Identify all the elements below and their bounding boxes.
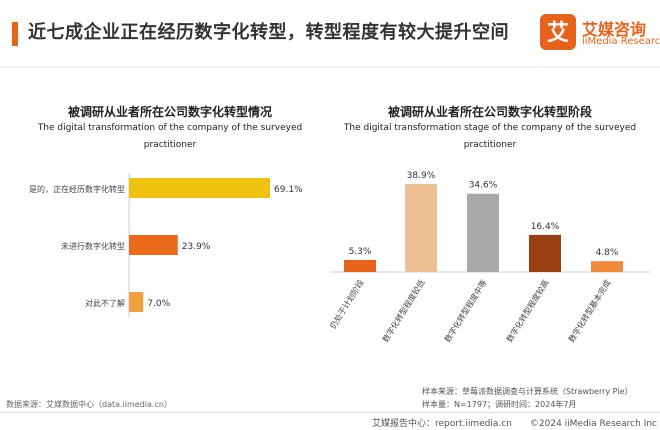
left-bar [129,235,178,255]
footer-divider [0,412,660,413]
left-value-label: 7.0% [147,299,170,309]
brand-logo: 艾 艾媒咨询 iiMedia Research [540,14,660,56]
left-chart-subtitle: The digital transformation of the compan… [37,123,303,150]
right-value-label: 34.6% [469,181,498,191]
footer-credits: 艾媒报告中心：report.iimedia.cn ©2024 iiMedia R… [372,419,658,429]
right-value-label: 5.3% [349,247,372,257]
logo-glyph: 艾 [547,21,569,46]
left-bar [129,178,270,198]
right-bar [344,260,376,272]
right-bar [405,184,437,272]
page-title: 近七成企业正在经历数字化转型，转型程度有较大提升空间 [28,22,509,43]
right-value-label: 38.9% [407,171,436,181]
data-source-note: 数据来源：艾媒数据中心（data.iimedia.cn） [6,400,172,409]
right-category-label: 数字化转型程度中等 [442,278,489,344]
right-value-label: 4.8% [596,248,619,258]
right-bar [529,234,561,272]
right-value-label: 16.4% [531,222,560,232]
right-category-label: 数字化转型程度较低 [380,278,427,344]
left-category-label: 未进行数字化转型 [61,241,125,251]
left-category-label: 是的，正在经历数字化转型 [29,184,125,194]
left-chart-title: 被调研从业者所在公司数字化转型情况 [67,105,272,119]
right-category-label: 数字化转型基本完成 [566,278,613,344]
right-chart-title: 被调研从业者所在公司数字化转型阶段 [387,105,592,119]
logo-mark-icon: 艾 [540,14,576,50]
left-value-label: 69.1% [274,185,303,195]
left-category-label: 对此不了解 [85,298,125,308]
right-chart-subtitle: The digital transformation stage of the … [343,123,637,150]
left-bar [129,292,144,312]
right-bar-chart: 5.3% 仍处于计划阶段 38.9% 数字化转型程度较低 34.6% 数字化转型程度中等 1… [330,171,650,344]
left-value-label: 23.9% [182,242,211,252]
header-bar: 近七成企业正在经历数字化转型，转型程度有较大提升空间 艾 艾媒咨询 iiMedi… [0,0,660,66]
right-category-label: 仍处于计划阶段 [330,278,366,331]
right-category-label: 数字化转型程度较高 [504,278,551,344]
right-bar [467,193,499,272]
sample-source-note: 样本来源：草莓派数据调查与计算系统（Strawberry Pie） [422,387,633,396]
header-divider [0,66,660,68]
left-bar-chart: 是的，正在经历数字化转型 69.1% 未进行数字化转型 23.9% 对此不了解 7.0% [29,173,303,317]
sample-size-note: 样本量：N=1797；调研时间：2024年7月 [422,400,577,409]
title-accent-bar [12,22,18,46]
logo-text-en: iiMedia Research [582,36,660,47]
right-bar [591,261,623,272]
logo-text-cn: 艾媒咨询 [582,20,647,39]
